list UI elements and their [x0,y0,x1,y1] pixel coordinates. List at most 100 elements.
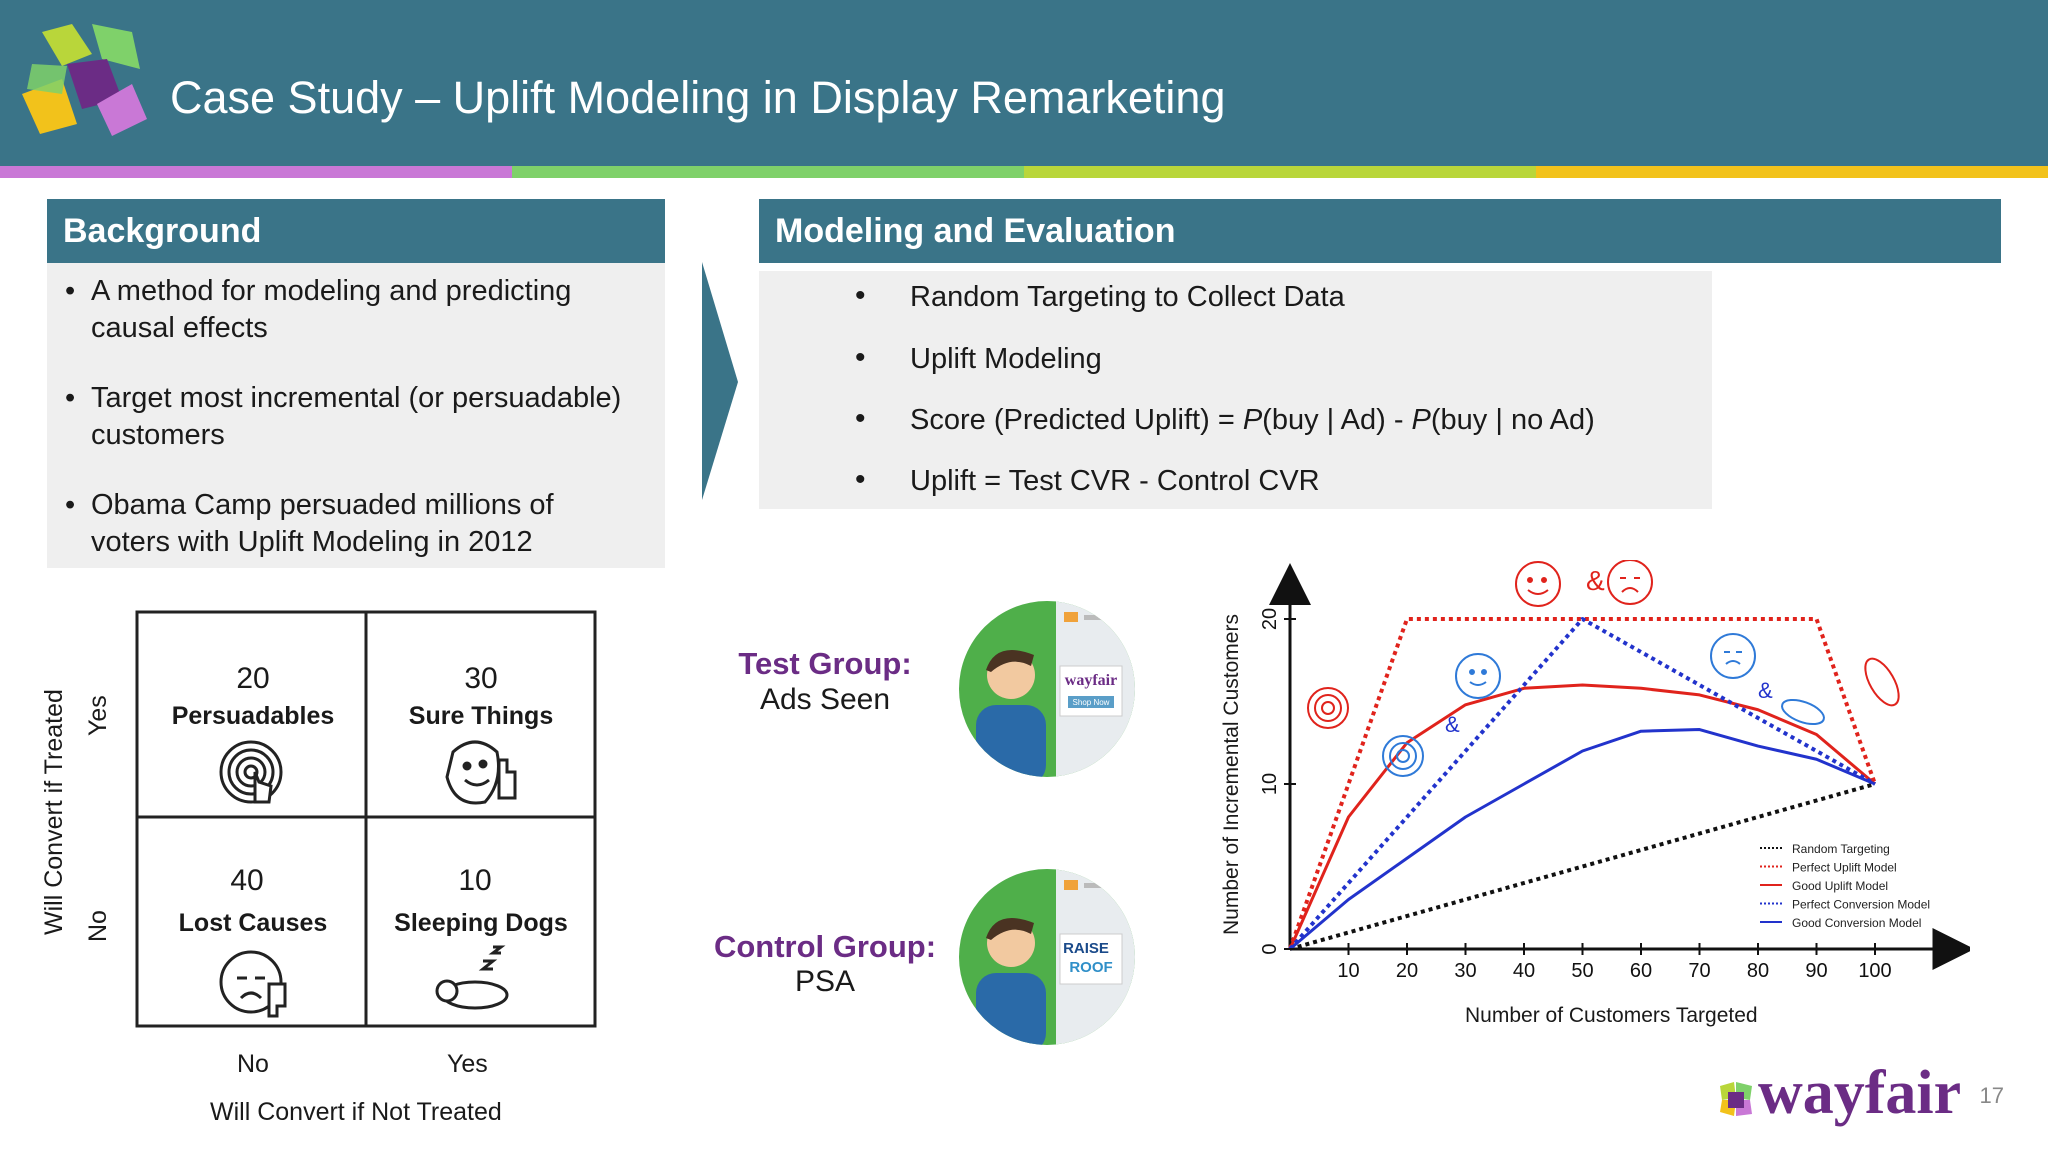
bullet-line: voters with Uplift Modeling in 2012 [91,526,533,558]
lost-causes-count: 40 [230,864,264,897]
control-ad-line2: ROOF [1069,959,1112,976]
modeling-bullet-2: • Uplift Modeling [855,341,1102,375]
series-line-perfect-uplift-model [1288,617,1877,950]
matrix-x-yes: Yes [447,1050,488,1078]
chart-y-axis-label: Number of Incremental Customers [1220,614,1243,935]
x-tick-label: 100 [1858,960,1891,982]
persuadables-label: Persuadables [171,702,335,730]
x-tick-label: 20 [1396,960,1418,982]
bullet-text: Random Targeting to Collect Data [910,281,1345,313]
y-tick-label: 10 [1259,773,1281,795]
test-ad-button-text: Shop Now [1073,698,1110,707]
matrix-y-yes: Yes [84,695,112,736]
test-group-illustration: wayfair Shop Now [959,601,1135,777]
series-line-good-conversion-model [1289,728,1876,951]
y-tick-label: 20 [1259,608,1281,630]
modeling-bullet-4: • Uplift = Test CVR - Control CVR [855,463,1320,497]
legend-label: Random Targeting [1792,842,1890,856]
background-panel: • A method for modeling and predicting c… [47,263,665,568]
sleeping-dog-icon [435,945,509,1010]
bullet-line: A method for modeling and predicting [91,275,572,307]
uplift-chart: 10 20 30 40 50 60 70 80 90 100 0 10 20 Random Target… [1259,560,1970,982]
legend-label: Good Uplift Model [1792,879,1888,893]
bullet-text: (buy | Ad) - [1262,404,1412,436]
blue-target-icon [1382,735,1424,777]
ampersand-blue-right: & [1758,678,1773,703]
matrix-x-axis-title: Will Convert if Not Treated [210,1098,502,1126]
persuadables-count: 20 [236,662,270,695]
modeling-panel: • Random Targeting to Collect Data • Uplif… [759,271,1712,509]
control-group-title: Control Group: [713,929,937,964]
x-tick-label: 70 [1688,960,1710,982]
uplift-quadrant-matrix [135,610,597,1028]
modeling-bullet-3: • Score (Predicted Uplift) = P(buy | Ad) … [855,402,1595,436]
sure-things-label: Sure Things [408,702,554,730]
bullet-line: causal effects [91,312,268,344]
chart-ticks: 10 20 30 40 50 60 70 80 90 100 0 10 20 [1259,608,1892,982]
chart-x-axis-label: Number of Customers Targeted [1465,1004,1758,1027]
sleeping-dogs-count: 10 [458,864,492,897]
modeling-bullet-1: • Random Targeting to Collect Data [855,279,1345,313]
prob-symbol: P [1242,404,1263,436]
x-tick-label: 60 [1630,960,1652,982]
control-group-illustration: RAISE ROOF [959,869,1135,1045]
stripe-lime [1024,166,1536,178]
prob-symbol: P [1411,404,1431,436]
bullet-text: Score (Predicted Uplift) = [910,404,1243,436]
stripe-green [512,166,1024,178]
wayfair-brand-wordmark: wayfair [1758,1059,1962,1127]
background-bullet-3: • Obama Camp persuaded millions of voter… [65,487,554,561]
red-lost-cause-face-icon [1607,560,1653,605]
modeling-heading: Modeling and Evaluation [759,199,2001,263]
x-tick-label: 40 [1513,960,1535,982]
bullet-line: Target most incremental (or persuadable) [91,382,622,414]
wayfair-pinwheel-logo-icon [22,24,147,136]
bullet-text: (buy | no Ad) [1430,404,1595,436]
bullet-text: Uplift Modeling [910,343,1102,375]
x-tick-label: 30 [1454,960,1476,982]
lost-causes-label: Lost Causes [178,909,328,937]
test-group-subtitle: Ads Seen [759,683,891,716]
persuadable-target-icon [1307,687,1349,729]
chart-legend: Random Targeting Perfect Uplift Model Good… [1760,842,1930,930]
ampersand-red: & [1586,565,1605,596]
test-group-title: Test Group: [738,646,912,681]
x-tick-label: 10 [1337,960,1359,982]
matrix-y-no: No [84,910,112,942]
background-bullet-1: • A method for modeling and predicting c… [65,273,572,347]
stripe-yellow [1536,166,2048,178]
x-tick-label: 50 [1571,960,1593,982]
x-tick-label: 90 [1805,960,1827,982]
thumbs-down-face-icon [219,950,287,1018]
control-ad-line1: RAISE [1063,940,1109,957]
background-heading: Background [47,199,665,263]
sure-things-count: 30 [464,662,498,695]
background-bullet-2: • Target most incremental (or persuadabl… [65,380,622,454]
chart-axes [1269,563,1970,970]
wayfair-footer-pinwheel-icon [1720,1082,1752,1116]
slide-title: Case Study – Uplift Modeling in Display … [170,72,1226,123]
series-line-good-uplift-model [1288,683,1876,950]
page-number: 17 [1979,1083,2004,1108]
test-ad-brand: wayfair [1065,672,1117,689]
legend-label: Good Conversion Model [1792,916,1921,930]
control-group-subtitle: PSA [794,965,856,998]
sleeping-dogs-label: Sleeping Dogs [394,909,568,937]
sleeping-dog-red-icon [1864,657,1900,707]
series-line-random-targeting [1289,782,1876,951]
touch-target-icon [219,740,283,804]
legend-label: Perfect Uplift Model [1792,861,1897,875]
bullet-line: customers [91,419,225,451]
thumbs-up-face-icon [445,740,517,805]
slide-header: Case Study – Uplift Modeling in Display … [0,0,2048,166]
y-tick-label: 0 [1259,943,1281,954]
matrix-x-no: No [237,1050,269,1078]
chart-lines [1288,617,1877,951]
sleeping-dog-blue-icon [1781,698,1825,726]
stripe-purple [0,166,512,178]
legend-label: Perfect Conversion Model [1792,898,1930,912]
bullet-text: Uplift = Test CVR - Control CVR [910,465,1320,497]
chevron-right-icon [702,262,738,500]
blue-face-icon [1455,633,1756,699]
red-sure-thing-face-icon [1515,561,1561,607]
